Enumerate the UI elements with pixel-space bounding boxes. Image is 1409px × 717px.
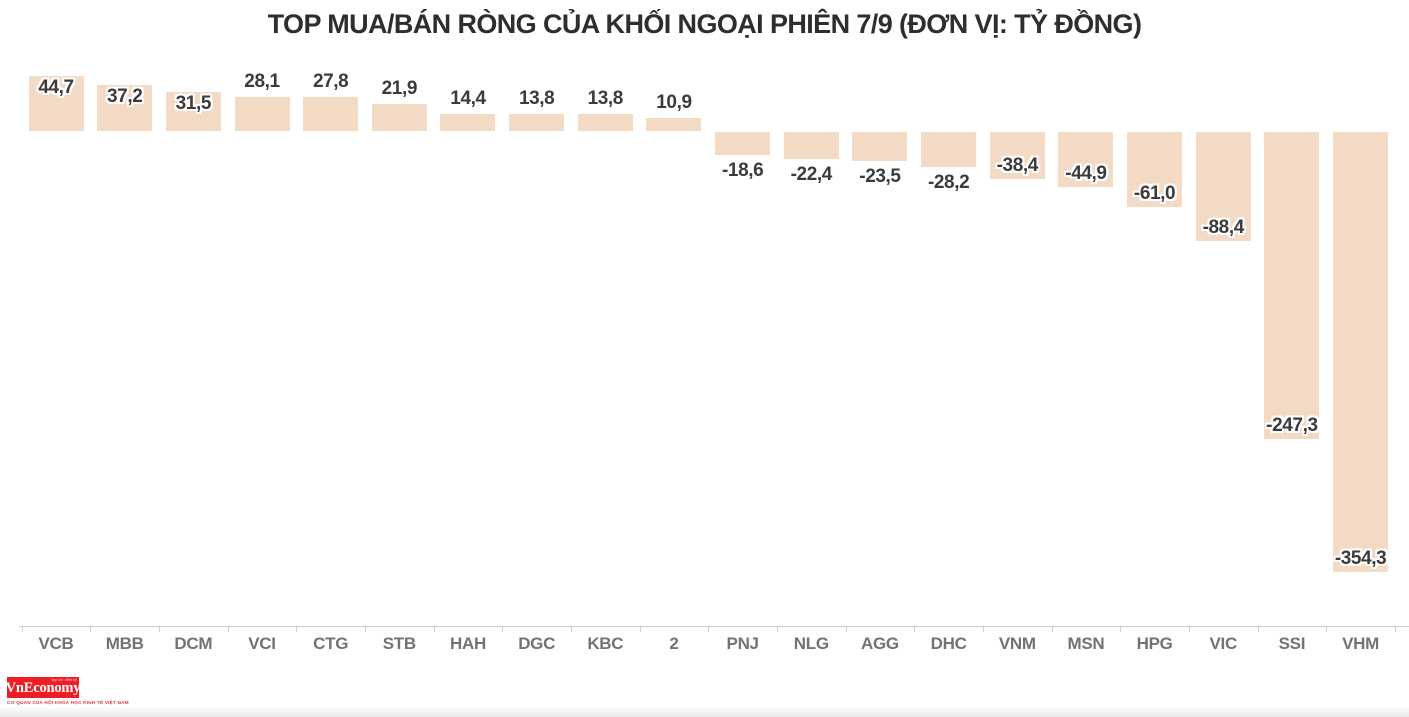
axis-tick (708, 627, 710, 632)
bar-VCB (28, 75, 84, 132)
bottom-gradient-strip (0, 706, 1409, 717)
axis-tick (639, 627, 641, 632)
bar-value-label: 13,8 (518, 88, 555, 110)
bar-VHM (1333, 131, 1389, 572)
bar-KBC (577, 114, 633, 132)
bar-value-label: 21,9 (381, 78, 418, 100)
logo-wordmark: VnEconomy (5, 679, 81, 696)
bar-2 (646, 117, 702, 132)
bar-VCI (234, 96, 290, 132)
category-label-2: 2 (669, 634, 679, 653)
logo-box: tạp chí điện tử VnEconomy (5, 677, 81, 698)
category-label-KBC: KBC (587, 634, 624, 653)
bar-SSI (1264, 131, 1320, 439)
bar-value-label: -28,2 (927, 171, 970, 193)
category-label-HPG: HPG (1136, 634, 1173, 653)
axis-tick (570, 627, 572, 632)
bar-value-label: 44,7 (38, 76, 74, 98)
category-label-VNM: VNM (998, 634, 1036, 653)
category-label-VCB: VCB (38, 634, 74, 653)
bar-PNJ (715, 131, 771, 155)
category-label-STB: STB (382, 634, 416, 653)
axis-tick (1120, 627, 1122, 632)
category-label-VHM: VHM (1342, 634, 1379, 653)
axis-tick (433, 627, 435, 632)
bar-value-label: 31,5 (175, 93, 212, 115)
bar-MBB (97, 85, 153, 132)
x-axis-line (19, 626, 1409, 627)
bar-DGC (509, 114, 565, 132)
bar-STB (371, 104, 427, 132)
bar-value-label: 13,8 (587, 88, 624, 110)
bar-value-label: -88,4 (1202, 217, 1245, 239)
bar-value-label: 28,1 (244, 70, 280, 92)
category-label-PNJ: PNJ (726, 634, 759, 653)
bar-value-label: 27,8 (312, 70, 349, 92)
category-label-SSI: SSI (1278, 634, 1306, 653)
chart-title: TOP MUA/BÁN RÒNG CỦA KHỐI NGOẠI PHIÊN 7/… (267, 9, 1142, 39)
bar-DHC (921, 131, 977, 167)
bar-value-label: -22,4 (790, 164, 833, 186)
bar-value-label: -44,9 (1065, 163, 1107, 185)
bar-value-label: -18,6 (721, 159, 764, 181)
axis-tick (982, 627, 984, 632)
bar-value-label: -61,0 (1133, 183, 1176, 205)
category-label-CTG: CTG (313, 634, 349, 653)
category-label-DGC: DGC (518, 634, 556, 653)
bar-VIC (1195, 131, 1251, 242)
bar-VNM (989, 131, 1045, 180)
axis-tick (227, 627, 229, 632)
category-label-VCI: VCI (248, 634, 276, 653)
bar-value-label: -247,3 (1266, 414, 1318, 436)
category-label-DHC: DHC (930, 634, 967, 653)
axis-tick (1394, 627, 1396, 632)
bar-value-label: -38,4 (996, 155, 1039, 177)
logo-top-text: tạp chí điện tử (51, 677, 77, 682)
bar-value-label: -23,5 (859, 165, 901, 187)
axis-tick (296, 627, 298, 632)
bar-value-label: 10,9 (656, 91, 692, 113)
bar-HPG (1127, 131, 1183, 208)
axis-tick (90, 627, 92, 632)
category-label-MBB: MBB (105, 634, 144, 653)
bar-AGG (852, 131, 908, 161)
category-label-HAH: HAH (450, 634, 486, 653)
bar-value-label: -354,3 (1334, 547, 1387, 569)
axis-tick (502, 627, 504, 632)
bar-NLG (783, 131, 839, 160)
category-label-MSN: MSN (1067, 634, 1105, 653)
category-label-AGG: AGG (861, 634, 899, 653)
logo-tagline: CƠ QUAN CỦA HỘI KHOA HỌC KINH TẾ VIỆT NA… (7, 700, 129, 705)
axis-tick (776, 627, 778, 632)
axis-tick (914, 627, 916, 632)
bar-MSN (1058, 131, 1114, 188)
axis-tick (1051, 627, 1053, 632)
axis-tick (1326, 627, 1328, 632)
bar-HAH (440, 113, 496, 132)
axis-tick (1188, 627, 1190, 632)
axis-tick (845, 627, 847, 632)
axis-tick (21, 627, 23, 632)
bar-CTG (303, 96, 359, 132)
vneconomy-logo: tạp chí điện tử VnEconomy CƠ QUAN CỦA HỘ… (5, 677, 267, 705)
category-label-VIC: VIC (1209, 634, 1238, 653)
axis-tick (1257, 627, 1259, 632)
bar-value-label: 37,2 (106, 86, 143, 108)
bar-DCM (165, 92, 221, 132)
category-label-NLG: NLG (793, 634, 829, 653)
category-label-DCM: DCM (174, 634, 213, 653)
bar-value-label: 14,4 (450, 87, 486, 109)
axis-tick (365, 627, 366, 632)
axis-tick (159, 627, 161, 632)
